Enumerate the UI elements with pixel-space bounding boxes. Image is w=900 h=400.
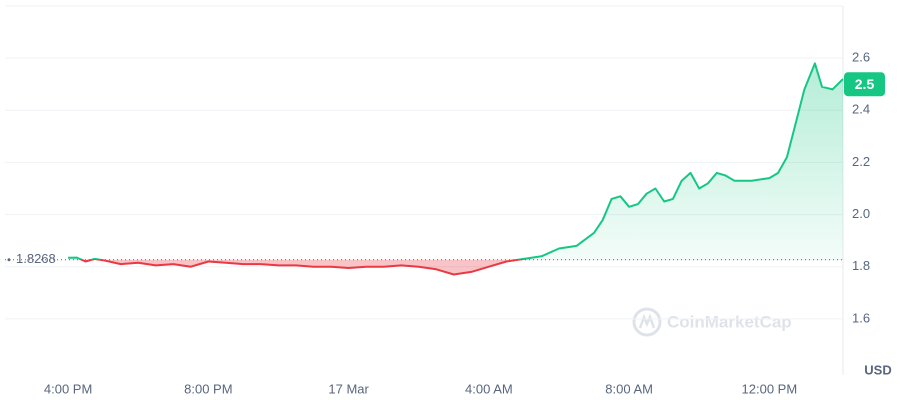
x-tick-label: 12:00 PM bbox=[742, 381, 798, 396]
current-price-label: 2.5 bbox=[855, 76, 875, 92]
x-tick-label: 4:00 PM bbox=[44, 381, 92, 396]
watermark-text: CoinMarketCap bbox=[667, 312, 792, 331]
y-tick-label: 2.4 bbox=[852, 102, 870, 117]
y-tick-label: 1.6 bbox=[852, 310, 870, 325]
watermark: CoinMarketCap bbox=[632, 307, 792, 337]
watermark-logo bbox=[632, 307, 662, 337]
price-line bbox=[68, 62, 844, 276]
x-tick-label: 17 Mar bbox=[328, 381, 369, 396]
x-tick-label: 8:00 PM bbox=[184, 381, 232, 396]
y-tick-label: 2.2 bbox=[852, 154, 870, 169]
x-tick-label: 8:00 AM bbox=[605, 381, 653, 396]
reference-label: 1.8268 bbox=[16, 251, 56, 266]
watermark-logo-mark bbox=[638, 313, 656, 329]
y-axis-label: USD bbox=[864, 362, 891, 377]
y-tick-label: 2.0 bbox=[852, 206, 870, 221]
y-tick-label: 2.6 bbox=[852, 50, 870, 65]
y-tick-label: 1.8 bbox=[852, 258, 870, 273]
x-tick-label: 4:00 AM bbox=[465, 381, 513, 396]
area-fill bbox=[68, 63, 844, 275]
current-price-box bbox=[844, 72, 885, 97]
reference-dot bbox=[7, 258, 11, 262]
